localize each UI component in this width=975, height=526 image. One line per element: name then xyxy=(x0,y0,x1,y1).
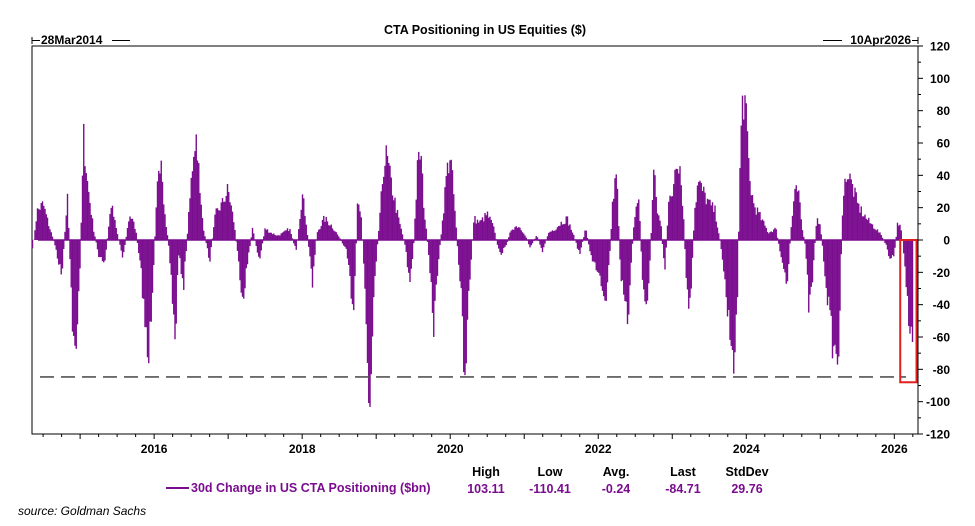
y-tick-label: 100 xyxy=(930,72,950,86)
y-tick-label: -40 xyxy=(933,298,951,312)
start-date-marker: 28Mar2014 xyxy=(31,33,130,47)
x-tick-label: 2022 xyxy=(585,442,612,456)
stat-header: Avg. xyxy=(603,465,630,479)
y-tick-label: -20 xyxy=(933,266,951,280)
stat-header: Last xyxy=(670,465,697,479)
y-tick-label: -80 xyxy=(933,363,951,377)
end-date-label: 10Apr2026 xyxy=(850,33,911,47)
x-tick-label: 2024 xyxy=(733,442,760,456)
highlight-box xyxy=(899,239,918,384)
legend: 30d Change in US CTA Positioning ($bn) xyxy=(166,481,431,495)
y-tick-label: 20 xyxy=(937,201,951,215)
end-date-marker: 10Apr2026 xyxy=(823,33,919,47)
x-tick-label: 2026 xyxy=(881,442,908,456)
y-tick-label: 80 xyxy=(937,104,951,118)
stat-value: 103.11 xyxy=(467,482,505,496)
x-tick-label: 2018 xyxy=(289,442,316,456)
x-tick-label: 2020 xyxy=(437,442,464,456)
stat-value: 29.76 xyxy=(731,482,762,496)
x-tick-label: 2016 xyxy=(141,442,168,456)
stat-header: High xyxy=(472,465,500,479)
x-axis: 2016 2018 2020 2022 2024 2026 xyxy=(42,434,914,456)
y-axis: 120 100 80 60 40 20 0 -20 -40 -60 -80 -100 -120 xyxy=(918,40,950,442)
y-tick-label: 40 xyxy=(937,169,951,183)
stat-value: -84.71 xyxy=(665,482,700,496)
y-tick-label: -100 xyxy=(926,395,950,409)
y-tick-label: -120 xyxy=(926,428,950,442)
legend-label: 30d Change in US CTA Positioning ($bn) xyxy=(191,481,431,495)
stat-header: StdDev xyxy=(725,465,768,479)
chart-title: CTA Positioning in US Equities ($) xyxy=(384,23,586,37)
y-tick-label: -60 xyxy=(933,331,951,345)
source-note: source: Goldman Sachs xyxy=(18,504,146,518)
stat-value: -0.24 xyxy=(602,482,631,496)
series-bars xyxy=(31,95,914,407)
stats-table: High 103.11 Low -110.41 Avg. -0.24 Last -84.71 S… xyxy=(467,465,768,496)
stat-header: Low xyxy=(538,465,563,479)
stat-value: -110.41 xyxy=(529,482,571,496)
y-tick-label: 0 xyxy=(943,234,950,248)
y-tick-label: 120 xyxy=(930,40,950,54)
y-tick-label: 60 xyxy=(937,137,951,151)
start-date-label: 28Mar2014 xyxy=(41,33,103,47)
